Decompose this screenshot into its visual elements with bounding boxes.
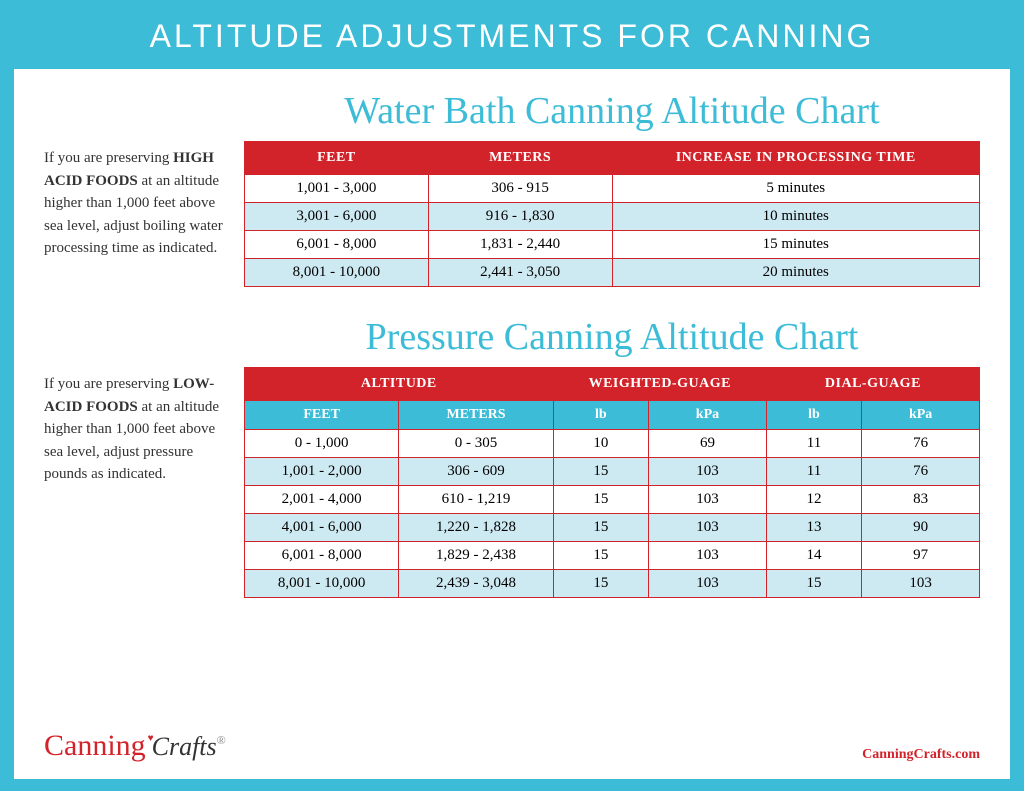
table-cell: 103 xyxy=(649,486,767,514)
table-cell: 15 xyxy=(553,458,648,486)
table-cell: 76 xyxy=(862,430,980,458)
logo-text: Crafts xyxy=(152,732,217,761)
table-row: 6,001 - 8,0001,829 - 2,438151031497 xyxy=(245,542,980,570)
table-cell: 15 minutes xyxy=(612,231,980,259)
table-cell: 103 xyxy=(862,570,980,598)
col-header: FEET xyxy=(245,142,429,175)
table-cell: 15 xyxy=(553,486,648,514)
col-subheader: lb xyxy=(553,401,648,430)
content-area: If you are preserving HIGH ACID FOODS at… xyxy=(14,69,1010,779)
table-cell: 10 minutes xyxy=(612,203,980,231)
table-row: 1,001 - 3,000306 - 9155 minutes xyxy=(245,175,980,203)
table-cell: 1,220 - 1,828 xyxy=(399,514,553,542)
col-subheader: kPa xyxy=(862,401,980,430)
table-cell: 2,441 - 3,050 xyxy=(428,259,612,287)
col-subheader: METERS xyxy=(399,401,553,430)
col-header: ALTITUDE xyxy=(245,368,554,401)
table-cell: 916 - 1,830 xyxy=(428,203,612,231)
table-row: 8,001 - 10,0002,441 - 3,05020 minutes xyxy=(245,259,980,287)
table-cell: 3,001 - 6,000 xyxy=(245,203,429,231)
pressure-chart: Pressure Canning Altitude Chart ALTITUDE… xyxy=(244,315,980,598)
page-title: ALTITUDE ADJUSTMENTS FOR CANNING xyxy=(0,0,1024,69)
table-cell: 2,439 - 3,048 xyxy=(399,570,553,598)
col-header: METERS xyxy=(428,142,612,175)
table-row: 8,001 - 10,0002,439 - 3,0481510315103 xyxy=(245,570,980,598)
registered-icon: ® xyxy=(217,733,226,747)
table-cell: 15 xyxy=(553,514,648,542)
table-cell: 306 - 609 xyxy=(399,458,553,486)
table-cell: 103 xyxy=(649,458,767,486)
table-cell: 1,831 - 2,440 xyxy=(428,231,612,259)
table-cell: 6,001 - 8,000 xyxy=(245,542,399,570)
table-cell: 4,001 - 6,000 xyxy=(245,514,399,542)
col-subheader: kPa xyxy=(649,401,767,430)
table-cell: 0 - 305 xyxy=(399,430,553,458)
table-cell: 11 xyxy=(766,430,861,458)
waterbath-section: If you are preserving HIGH ACID FOODS at… xyxy=(44,89,980,287)
table-cell: 1,001 - 2,000 xyxy=(245,458,399,486)
table-row: 6,001 - 8,0001,831 - 2,44015 minutes xyxy=(245,231,980,259)
table-cell: 13 xyxy=(766,514,861,542)
pressure-table: ALTITUDE WEIGHTED-GUAGE DIAL-GUAGE FEET … xyxy=(244,367,980,598)
table-cell: 103 xyxy=(649,570,767,598)
col-header: DIAL-GUAGE xyxy=(766,368,979,401)
table-cell: 15 xyxy=(553,542,648,570)
table-cell: 11 xyxy=(766,458,861,486)
text: If you are preserving xyxy=(44,376,173,392)
col-subheader: lb xyxy=(766,401,861,430)
table-cell: 8,001 - 10,000 xyxy=(245,570,399,598)
table-cell: 14 xyxy=(766,542,861,570)
table-row: 2,001 - 4,000610 - 1,219151031283 xyxy=(245,486,980,514)
col-subheader: FEET xyxy=(245,401,399,430)
waterbath-table: FEET METERS INCREASE IN PROCESSING TIME … xyxy=(244,141,980,287)
table-cell: 10 xyxy=(553,430,648,458)
table-cell: 12 xyxy=(766,486,861,514)
pressure-description: If you are preserving LOW-ACID FOODS at … xyxy=(44,315,224,598)
pressure-title: Pressure Canning Altitude Chart xyxy=(244,315,980,359)
table-row: 1,001 - 2,000306 - 609151031176 xyxy=(245,458,980,486)
pressure-section: If you are preserving LOW-ACID FOODS at … xyxy=(44,315,980,598)
table-cell: 15 xyxy=(553,570,648,598)
table-cell: 6,001 - 8,000 xyxy=(245,231,429,259)
table-cell: 15 xyxy=(766,570,861,598)
table-cell: 5 minutes xyxy=(612,175,980,203)
table-row: 4,001 - 6,0001,220 - 1,828151031390 xyxy=(245,514,980,542)
table-row: 3,001 - 6,000916 - 1,83010 minutes xyxy=(245,203,980,231)
waterbath-chart: Water Bath Canning Altitude Chart FEET M… xyxy=(244,89,980,287)
waterbath-title: Water Bath Canning Altitude Chart xyxy=(244,89,980,133)
table-cell: 8,001 - 10,000 xyxy=(245,259,429,287)
table-cell: 0 - 1,000 xyxy=(245,430,399,458)
heart-icon: ♥ xyxy=(148,733,154,744)
footer-url: CanningCrafts.com xyxy=(862,747,980,763)
table-cell: 97 xyxy=(862,542,980,570)
table-cell: 306 - 915 xyxy=(428,175,612,203)
table-cell: 83 xyxy=(862,486,980,514)
table-cell: 69 xyxy=(649,430,767,458)
text: If you are preserving xyxy=(44,150,173,166)
table-cell: 76 xyxy=(862,458,980,486)
table-cell: 103 xyxy=(649,542,767,570)
table-cell: 103 xyxy=(649,514,767,542)
waterbath-description: If you are preserving HIGH ACID FOODS at… xyxy=(44,89,224,287)
table-cell: 1,001 - 3,000 xyxy=(245,175,429,203)
table-cell: 90 xyxy=(862,514,980,542)
logo-script: Canning xyxy=(44,729,146,762)
col-header: WEIGHTED-GUAGE xyxy=(553,368,766,401)
table-cell: 610 - 1,219 xyxy=(399,486,553,514)
table-cell: 2,001 - 4,000 xyxy=(245,486,399,514)
table-row: 0 - 1,0000 - 30510691176 xyxy=(245,430,980,458)
footer: Canning♥Crafts® CanningCrafts.com xyxy=(44,729,980,763)
logo: Canning♥Crafts® xyxy=(44,729,226,763)
col-header: INCREASE IN PROCESSING TIME xyxy=(612,142,980,175)
table-cell: 1,829 - 2,438 xyxy=(399,542,553,570)
table-cell: 20 minutes xyxy=(612,259,980,287)
